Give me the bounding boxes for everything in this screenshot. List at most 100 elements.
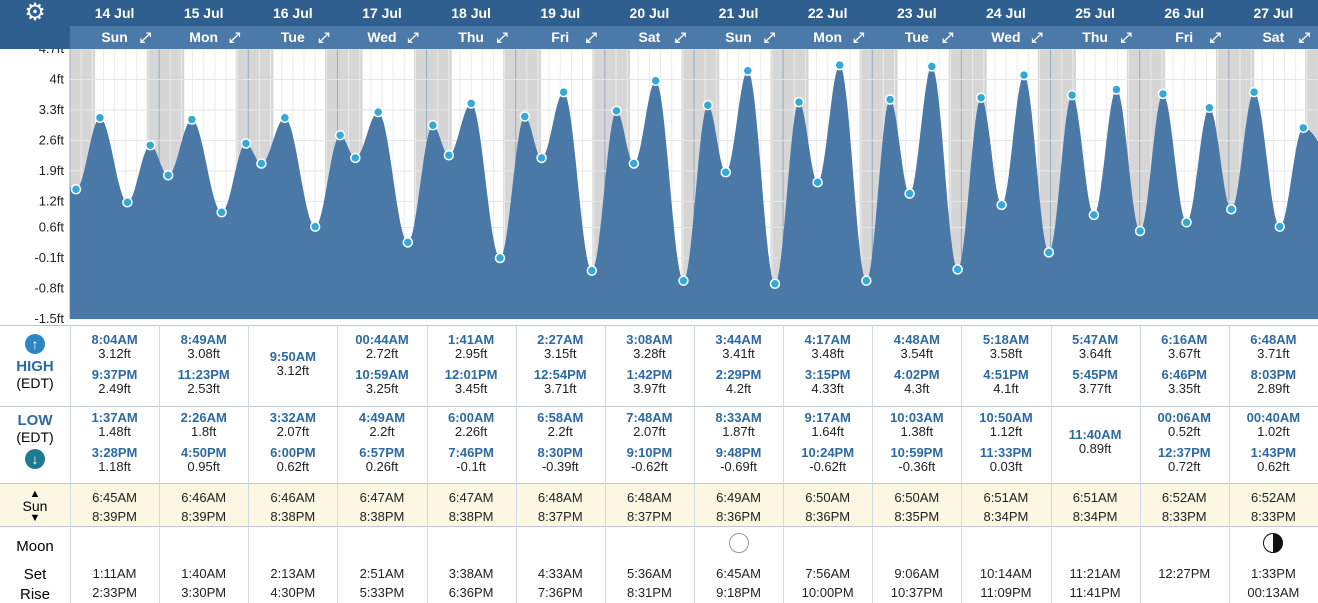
- tide-point: [702, 99, 714, 111]
- tide-point: [465, 98, 477, 109]
- day-label[interactable]: Sat ⤢: [605, 26, 694, 49]
- day-label[interactable]: Tue ⤢: [248, 26, 337, 49]
- date-label: 24 Jul: [986, 5, 1026, 21]
- expand-arrow-icon[interactable]: ⤢: [585, 29, 597, 45]
- day-label[interactable]: Thu ⤢: [1051, 26, 1140, 49]
- expand-arrow-icon[interactable]: ⤢: [496, 29, 508, 45]
- day-label[interactable]: Wed ⤢: [337, 26, 426, 49]
- high-tide-entry: 00:44AM 2.72ft: [337, 333, 426, 361]
- sunset-time: 8:37PM: [537, 509, 583, 524]
- expand-arrow-icon[interactable]: ⤢: [318, 29, 330, 45]
- low-tide-entry: 1:37AM 1.48ft: [70, 411, 159, 439]
- tide-chart: 4.7ft 4ft 3.3ft 2.6ft 1.9ft 1.2ft 0.6ft -0.1ft -…: [0, 49, 1318, 325]
- low-tide-entry-time: 8:30PM: [537, 445, 584, 460]
- tide-point: [240, 138, 252, 149]
- moonrise-time: 2:33PM: [92, 585, 137, 600]
- tide-point: [372, 106, 384, 118]
- high-tide-entry-time: 11:23PM: [177, 367, 230, 382]
- high-tide-entry: 4:17AM 3.48ft: [783, 333, 872, 361]
- low-tide-entry-height: 0.52ft: [1167, 424, 1201, 439]
- day-label[interactable]: Sun ⤢: [694, 26, 783, 49]
- expand-arrow-icon[interactable]: ⤢: [763, 29, 776, 45]
- column-separator: [337, 325, 339, 603]
- expand-arrow-icon[interactable]: ⤢: [674, 29, 686, 45]
- tide-points: [70, 59, 1309, 289]
- sun-row-label: ▲ Sun ▼: [0, 489, 70, 524]
- low-tide-entry-height: 1.18ft: [98, 459, 131, 474]
- tide-point: [350, 152, 361, 164]
- expand-arrow-icon[interactable]: ⤢: [1120, 29, 1132, 45]
- day-label[interactable]: Tue ⤢: [872, 26, 961, 49]
- settings-button[interactable]: ⚙: [0, 0, 70, 49]
- sunset-time: 8:37PM: [626, 509, 672, 524]
- tide-point: [1111, 84, 1122, 95]
- day-label[interactable]: Sun ⤢: [70, 26, 159, 49]
- sunrise-time: 6:51AM: [1072, 490, 1118, 505]
- high-tide-entry: 12:54PM 3.71ft: [516, 368, 605, 396]
- expand-arrow-icon[interactable]: ⤢: [229, 29, 241, 45]
- high-tide-entry-height: 3.48ft: [811, 346, 844, 361]
- moon-times: 1:33PM 00:13AM: [1229, 564, 1318, 602]
- high-tide-entry-height: 3.12ft: [98, 346, 131, 361]
- day-label[interactable]: Mon ⤢: [159, 26, 248, 49]
- day-label[interactable]: Sat ⤢: [1229, 26, 1318, 49]
- high-tide-entry: 5:47AM 3.64ft: [1051, 333, 1140, 361]
- sunrise-time: 6:46AM: [270, 490, 316, 505]
- sun-times: 6:46AM 8:38PM: [248, 488, 337, 526]
- sun-times: 6:51AM 8:34PM: [961, 488, 1050, 526]
- column-separator: [872, 325, 874, 603]
- expand-arrow-icon[interactable]: ⤢: [139, 29, 152, 45]
- moonset-time: 2:13AM: [270, 566, 316, 581]
- y-axis: 4.7ft 4ft 3.3ft 2.6ft 1.9ft 1.2ft 0.6ft -0.1ft -…: [0, 49, 70, 325]
- low-tide-entry: 00:06AM 0.52ft: [1140, 411, 1229, 439]
- high-tide-entry: 9:37PM 2.49ft: [70, 368, 159, 396]
- high-tide-entry-height: 3.71ft: [1257, 346, 1290, 361]
- low-tide-entry: 4:50PM 0.95ft: [159, 446, 248, 474]
- high-tide-entry-height: 4.2ft: [725, 381, 752, 396]
- low-tide-entry-time: 10:03AM: [890, 410, 944, 425]
- low-tide-entry-height: -0.36ft: [898, 459, 936, 474]
- expand-arrow-icon[interactable]: ⤢: [1031, 29, 1043, 45]
- day-label[interactable]: Wed ⤢: [961, 26, 1050, 49]
- column-separator: [426, 325, 428, 603]
- high-tide-entry-time: 2:27AM: [537, 332, 584, 347]
- tide-point: [256, 158, 267, 169]
- tide-point: [162, 170, 174, 181]
- moonset-time: 11:21AM: [1069, 566, 1121, 581]
- low-tide-entry-time: 00:06AM: [1157, 410, 1211, 425]
- low-tide-entry-height: 0.89ft: [1078, 441, 1112, 456]
- day-label[interactable]: Fri ⤢: [1140, 26, 1229, 49]
- night-band: [859, 49, 873, 319]
- moon-times: 7:56AM 10:00PM: [783, 564, 872, 602]
- day-label[interactable]: Thu ⤢: [427, 26, 516, 49]
- sunset-time: 8:38PM: [448, 509, 494, 524]
- day-label[interactable]: Mon ⤢: [783, 26, 872, 49]
- sun-times: 6:48AM 8:37PM: [605, 488, 694, 526]
- expand-arrow-icon[interactable]: ⤢: [1298, 29, 1310, 45]
- y-tick-label: -0.1ft: [34, 250, 64, 265]
- low-tide-entry: 11:33PM 0.03ft: [961, 446, 1050, 474]
- low-tide-entry-height: -0.62ft: [630, 459, 668, 474]
- tide-point: [279, 112, 291, 124]
- high-tide-entry: 11:23PM 2.53ft: [159, 368, 248, 396]
- high-tide-entry-time: 1:42PM: [626, 367, 673, 382]
- low-tide-entry-height: 0.26ft: [365, 459, 399, 474]
- sun-times: 6:52AM 8:33PM: [1140, 488, 1229, 526]
- low-tide-entry-height: 1.48ft: [98, 424, 131, 439]
- low-tide-entry-time: 10:24PM: [801, 445, 855, 460]
- expand-arrow-icon[interactable]: ⤢: [1209, 29, 1221, 45]
- sunrise-time: 6:52AM: [1250, 490, 1296, 505]
- low-tide-entry: 9:17AM 1.64ft: [783, 411, 872, 439]
- low-tide-entry-time: 6:57PM: [359, 445, 405, 460]
- high-tide-entry: 5:45PM 3.77ft: [1051, 368, 1140, 396]
- high-tide-entry-time: 6:46PM: [1161, 367, 1207, 382]
- high-tide-entry-height: 3.58ft: [989, 346, 1023, 361]
- low-tide-entry-height: 1.87ft: [722, 424, 755, 439]
- day-label[interactable]: Fri ⤢: [516, 26, 605, 49]
- expand-arrow-icon[interactable]: ⤢: [407, 29, 419, 45]
- low-tide-entry-time: 9:10PM: [626, 445, 673, 460]
- date-label: 17 Jul: [362, 5, 402, 21]
- expand-arrow-icon[interactable]: ⤢: [942, 29, 954, 45]
- expand-arrow-icon[interactable]: ⤢: [853, 29, 865, 45]
- low-tide-entry-time: 11:33PM: [979, 445, 1032, 460]
